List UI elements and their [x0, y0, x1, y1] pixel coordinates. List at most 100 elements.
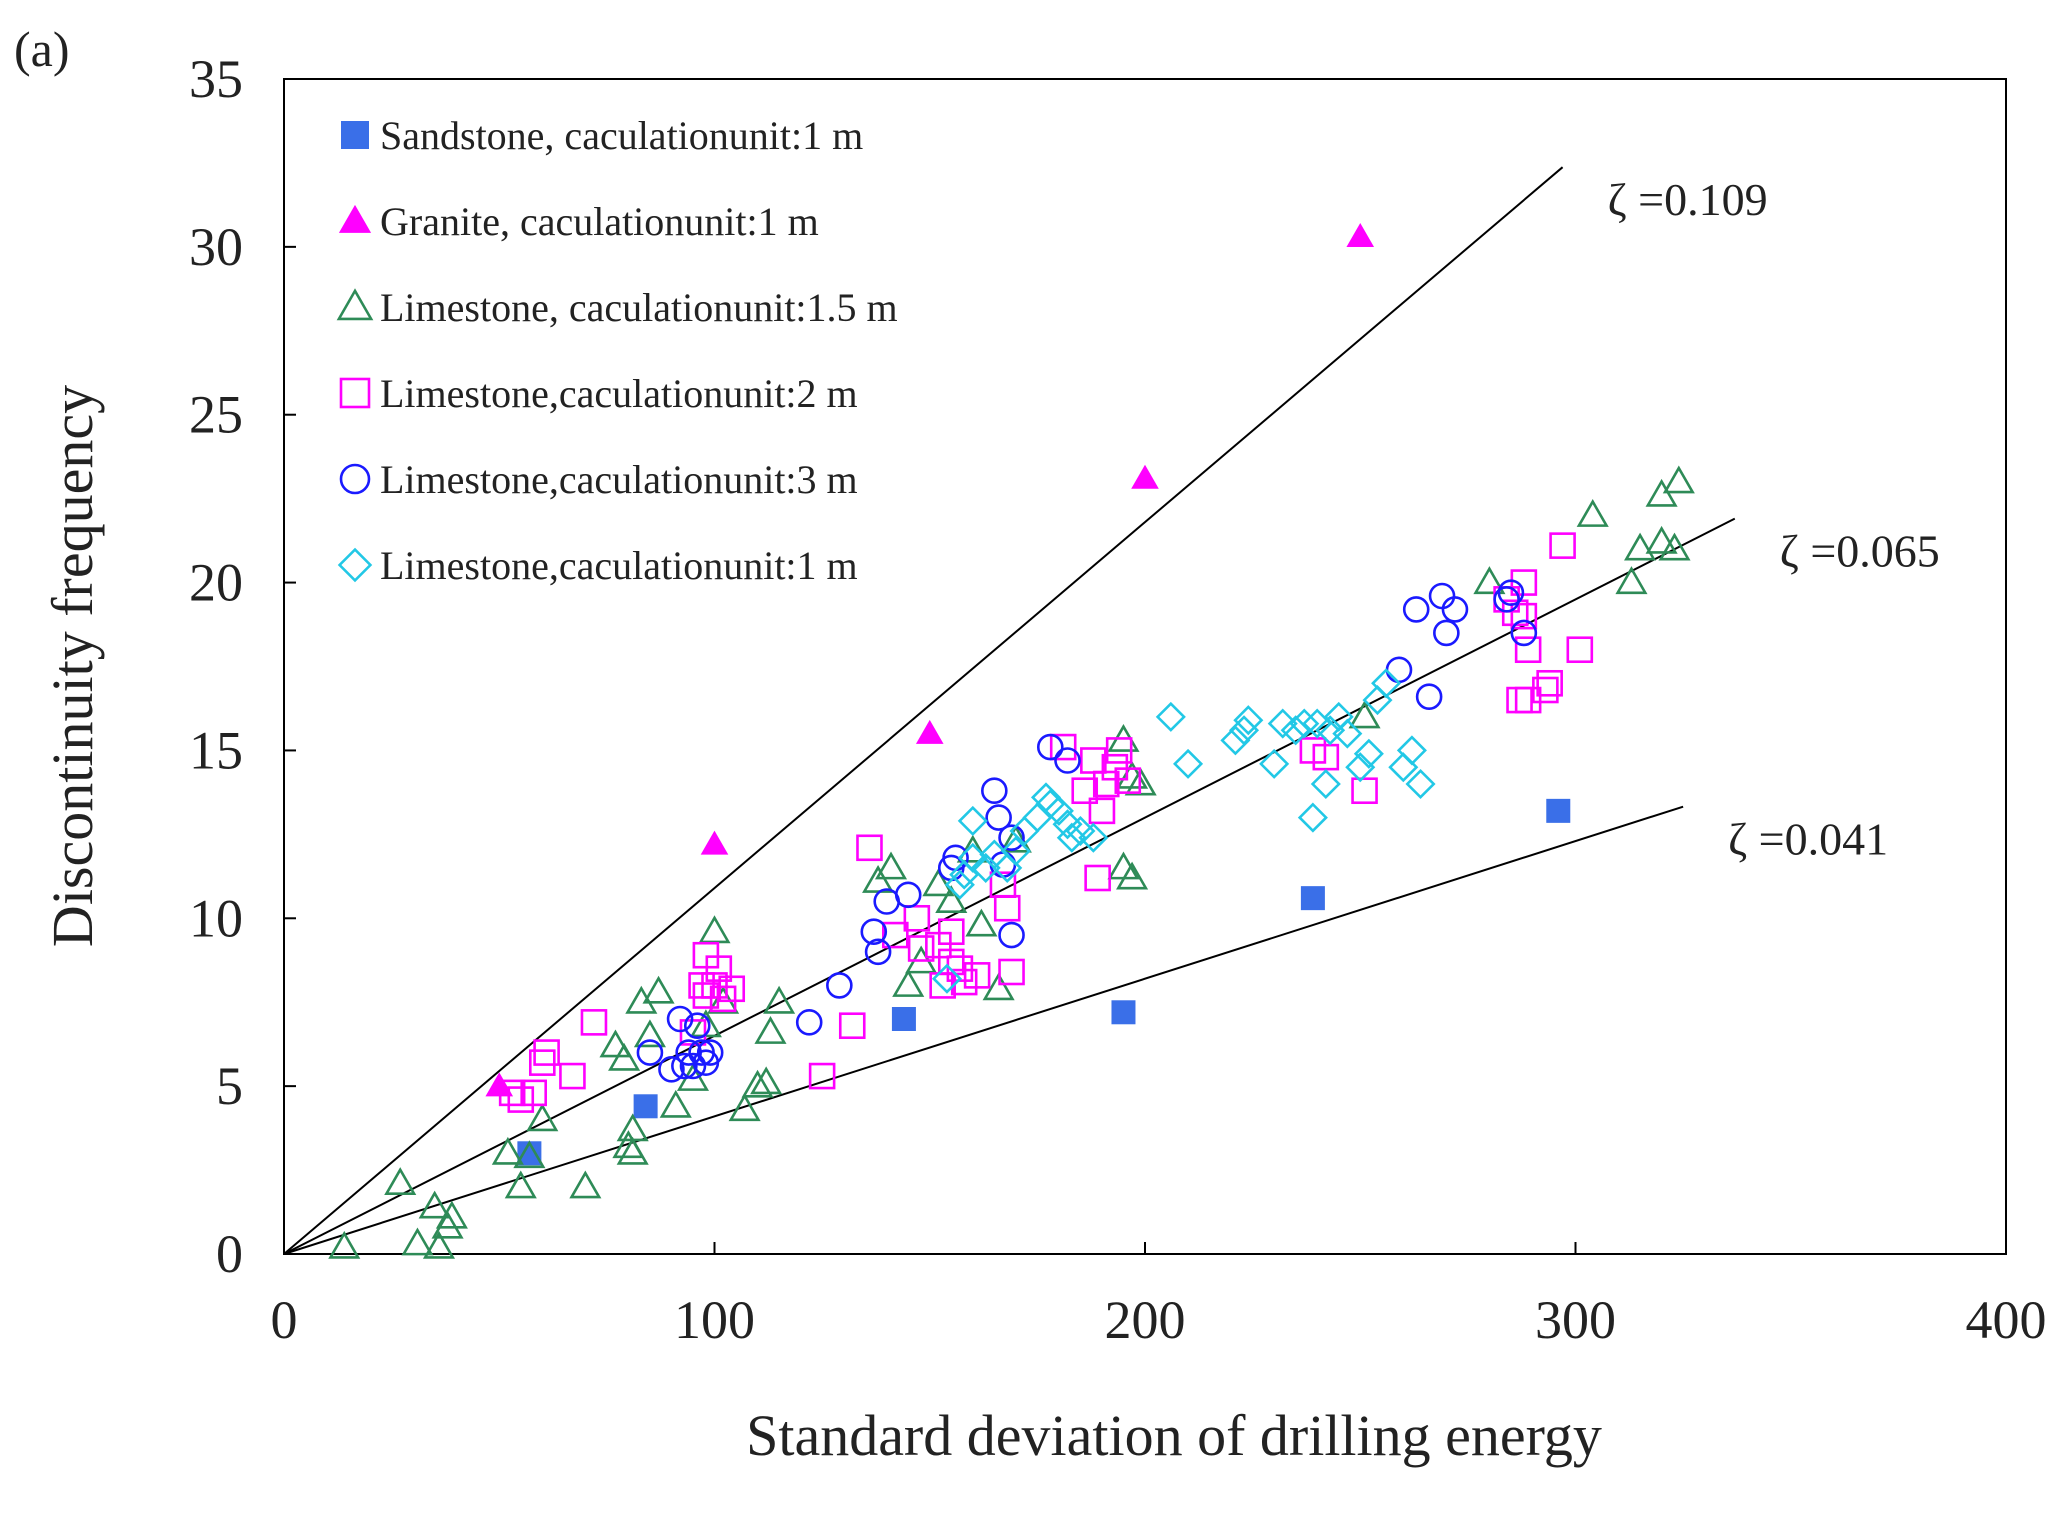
- legend-marker: [336, 288, 374, 321]
- data-point: [1351, 777, 1378, 805]
- data-point: [998, 824, 1025, 852]
- x-axis-title: Standard deviation of drilling energy: [746, 1403, 1602, 1468]
- x-tick-label: 400: [1966, 1290, 2047, 1350]
- data-point: [1315, 715, 1346, 746]
- data-point: [993, 894, 1021, 922]
- panel-label: (a): [14, 21, 70, 77]
- fit-line-label: ζ =0.109: [1608, 174, 1768, 225]
- data-point: [1065, 815, 1096, 847]
- data-point: [1078, 822, 1109, 853]
- legend-label: Limestone, caculationunit:1.5 m: [380, 285, 898, 330]
- data-point: [1433, 619, 1460, 647]
- data-point: [874, 851, 908, 880]
- data-point: [985, 804, 1012, 831]
- data-point: [856, 834, 883, 862]
- data-point: [1228, 715, 1260, 746]
- legend-label: Sandstone, caculationunit:1 m: [380, 113, 863, 158]
- data-point: [1497, 579, 1525, 606]
- data-point: [701, 972, 728, 999]
- data-point: [1105, 737, 1133, 764]
- data-point: [625, 985, 658, 1014]
- data-point: [1111, 1000, 1136, 1025]
- data-point: [963, 962, 991, 989]
- data-point: [418, 1190, 451, 1219]
- data-point: [931, 963, 963, 994]
- legend-marker: [341, 121, 369, 149]
- data-point: [1506, 686, 1533, 714]
- legend-label: Limestone,caculationunit:2 m: [380, 371, 858, 416]
- fit-line-3: [283, 805, 1684, 1255]
- data-point: [750, 1066, 783, 1095]
- legend-marker: [339, 377, 371, 409]
- legend-label: Granite, caculationunit:1 m: [380, 199, 819, 244]
- data-point: [915, 719, 944, 744]
- y-axis-ticks: 0 5 10 15 20 25 30 35: [189, 49, 296, 1284]
- data-point: [533, 1039, 560, 1066]
- data-point: [1566, 636, 1594, 664]
- data-point: [1428, 582, 1456, 610]
- data-point: [1441, 596, 1469, 623]
- data-point: [1353, 738, 1384, 769]
- data-point: [700, 830, 729, 855]
- data-point: [1289, 708, 1320, 739]
- data-point: [1510, 619, 1538, 647]
- data-point: [491, 1136, 524, 1165]
- series-1: [517, 798, 1571, 1166]
- data-point: [659, 1089, 692, 1118]
- y-tick-label: 30: [189, 217, 243, 277]
- data-point: [1302, 708, 1333, 739]
- data-point: [328, 1230, 361, 1259]
- data-point: [526, 1103, 559, 1132]
- data-point: [384, 1167, 417, 1195]
- data-point: [838, 1012, 866, 1040]
- data-point: [709, 985, 737, 1013]
- data-point: [1473, 566, 1506, 595]
- data-point: [1662, 465, 1695, 494]
- data-point: [1000, 836, 1031, 867]
- data-point: [864, 938, 892, 966]
- legend-marker: [339, 463, 371, 495]
- data-point: [892, 969, 925, 997]
- data-point: [1405, 768, 1436, 800]
- data-point: [1088, 797, 1116, 825]
- data-point: [907, 935, 935, 962]
- series-2: [485, 222, 1375, 1097]
- data-point: [599, 1029, 632, 1058]
- plot-frame: [283, 78, 2007, 1255]
- data-point: [894, 881, 922, 909]
- data-point: [1546, 798, 1571, 823]
- data-point: [1131, 464, 1159, 489]
- data-point: [698, 915, 731, 944]
- data-point: [1056, 822, 1087, 853]
- data-point: [1510, 602, 1538, 630]
- data-point: [528, 1049, 556, 1076]
- fit-line-label: ζ =0.041: [1728, 814, 1888, 865]
- data-point: [633, 1094, 658, 1119]
- data-point: [1259, 748, 1290, 779]
- data-point: [1267, 708, 1298, 739]
- data-point: [998, 958, 1025, 986]
- data-point: [1092, 770, 1120, 798]
- data-point: [401, 1227, 434, 1256]
- data-point: [608, 1042, 641, 1071]
- data-point: [944, 869, 975, 900]
- data-point: [1114, 767, 1142, 794]
- data-point: [1624, 532, 1657, 561]
- data-point: [513, 1140, 546, 1169]
- data-point: [1514, 686, 1542, 714]
- data-point: [1402, 596, 1430, 623]
- x-tick-label: 200: [1105, 1290, 1186, 1350]
- data-point: [860, 918, 888, 946]
- legend-label: Limestone,caculationunit:3 m: [380, 457, 858, 502]
- data-point: [862, 864, 895, 893]
- series-6: [931, 668, 1436, 994]
- data-point: [1043, 795, 1074, 826]
- data-point: [642, 975, 675, 1004]
- data-point: [1514, 636, 1542, 664]
- data-point: [1645, 525, 1678, 554]
- data-point: [935, 885, 968, 914]
- data-point: [692, 982, 720, 1009]
- fit-labels: ζ =0.109 ζ =0.065 ζ =0.041: [1608, 174, 1940, 864]
- data-point: [922, 868, 955, 897]
